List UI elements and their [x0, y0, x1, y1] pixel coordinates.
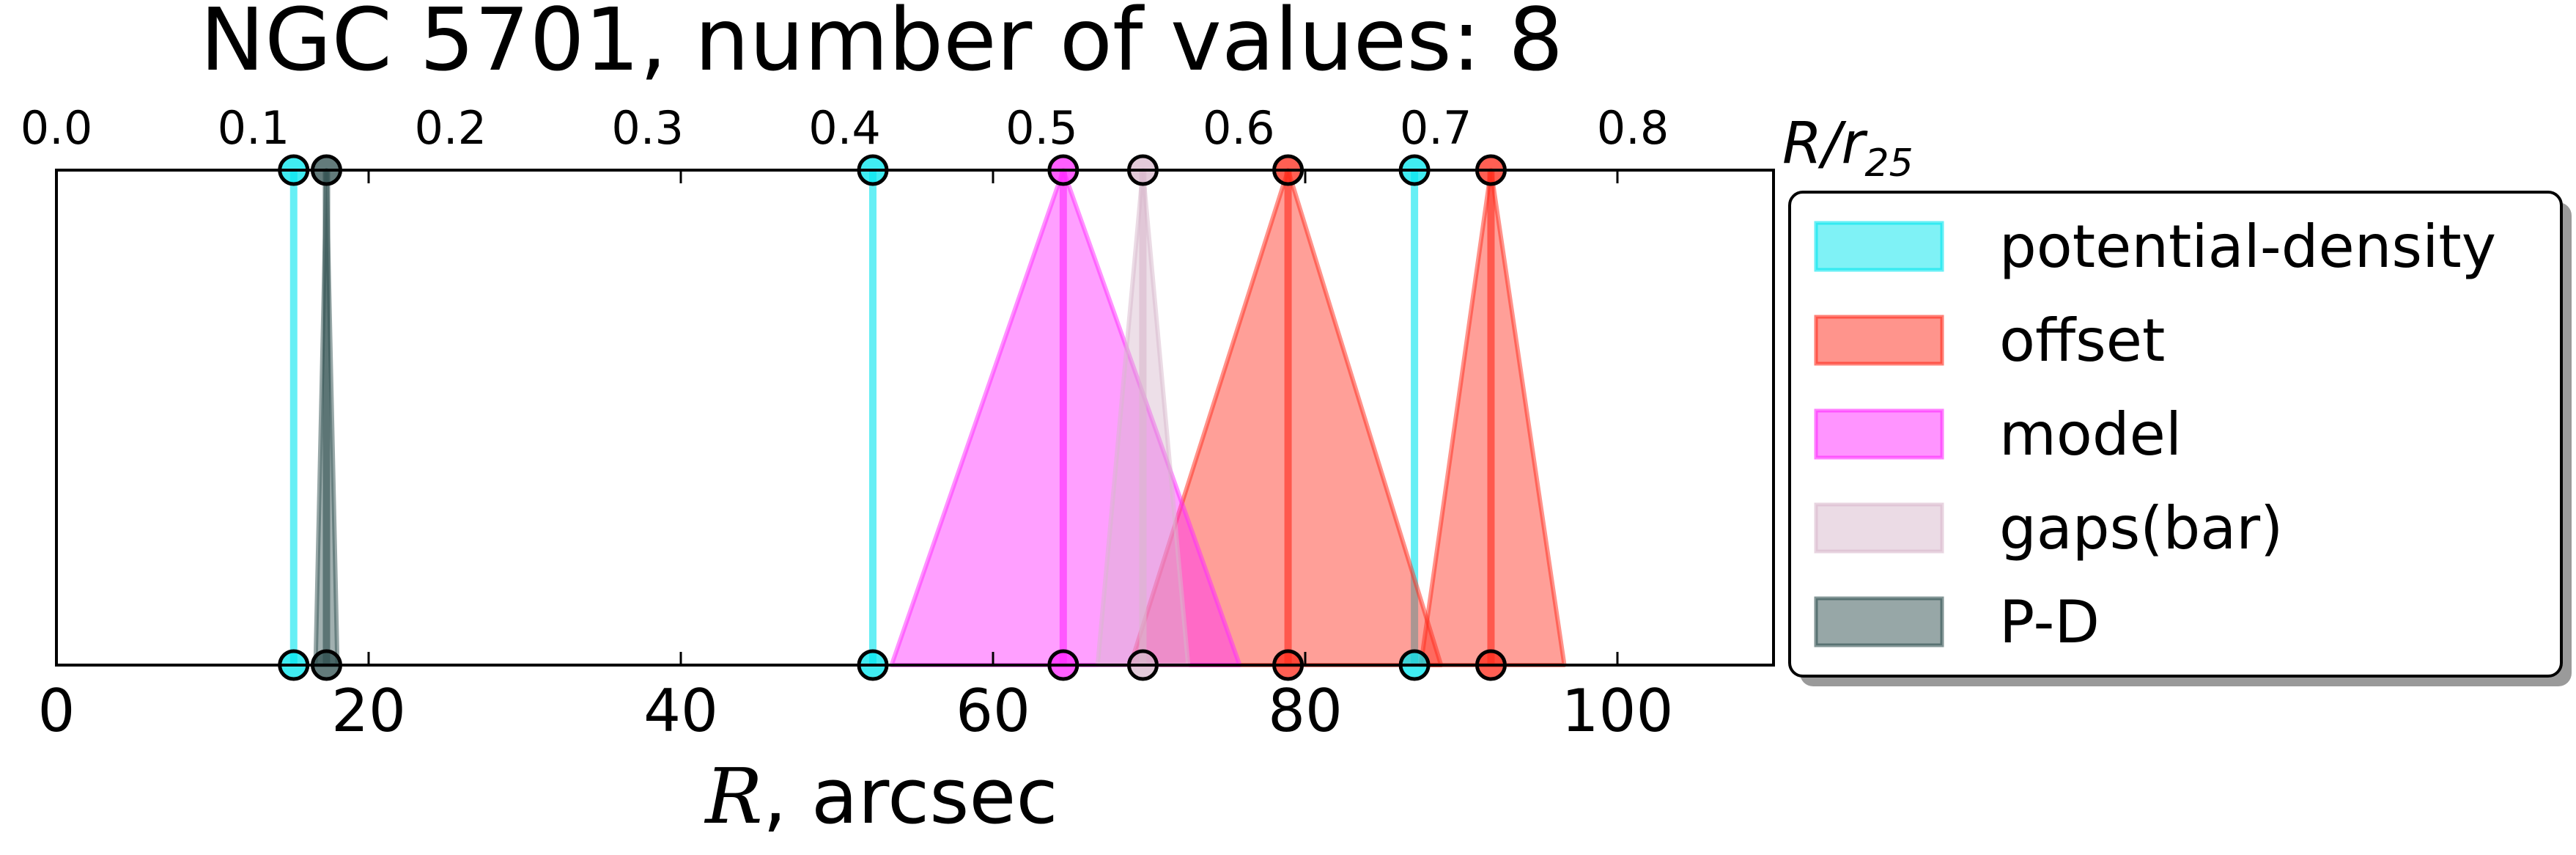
legend-swatch: [1814, 408, 1944, 460]
legend-label: P-D: [1999, 588, 2100, 656]
top-tick-label: 0.8: [1597, 101, 1669, 155]
axes: 0 20 40 60 80 100 0.0 0.1 0.2 0.3 0.4 0.5 0.6 0.7 0.8: [21, 101, 1775, 745]
legend-swatch: [1814, 596, 1944, 647]
chart-title: NGC 5701, number of values: 8: [200, 0, 1563, 90]
x-tick-label: 80: [1268, 677, 1343, 745]
legend-swatch: [1814, 315, 1944, 366]
x-axis-label: R, arcsec: [704, 752, 1058, 841]
x-tick-label: 100: [1562, 677, 1674, 745]
top-tick-label: 0.3: [611, 101, 684, 155]
legend-label: potential-density: [1999, 213, 2496, 281]
top-tick-label: 0.0: [21, 101, 93, 155]
legend: potential-density offset model gaps(bar) P-D: [1788, 191, 2572, 686]
top-tick-label: 0.2: [414, 101, 487, 155]
top-tick-label: 0.1: [218, 101, 290, 155]
top-axis-label-sub: 25: [1865, 142, 1913, 186]
legend-swatch: [1814, 502, 1944, 554]
top-tick-label: 0.6: [1203, 101, 1275, 155]
legend-label: model: [1999, 400, 2182, 469]
top-axis-label-main: R/r: [1782, 111, 1868, 177]
legend-label: gaps(bar): [1999, 494, 2283, 562]
legend-label: offset: [1999, 307, 2165, 375]
x-tick-label: 20: [331, 677, 406, 745]
x-axis-label-math: R: [704, 752, 762, 841]
top-tick-label: 0.7: [1400, 101, 1472, 155]
x-tick-label: 60: [956, 677, 1030, 745]
x-axis-label-text: , arcsec: [763, 752, 1058, 841]
legend-box: [1788, 191, 2563, 678]
top-tick-label: 0.4: [808, 101, 881, 155]
top-tick-label: 0.5: [1005, 101, 1078, 155]
x-tick-label: 40: [643, 677, 718, 745]
x-tick-label: 0: [38, 677, 75, 745]
legend-swatch: [1814, 221, 1944, 272]
top-axis-label: R/r25: [1782, 111, 1913, 186]
plot-area: [278, 154, 1567, 681]
axes-frame: [55, 169, 1775, 667]
